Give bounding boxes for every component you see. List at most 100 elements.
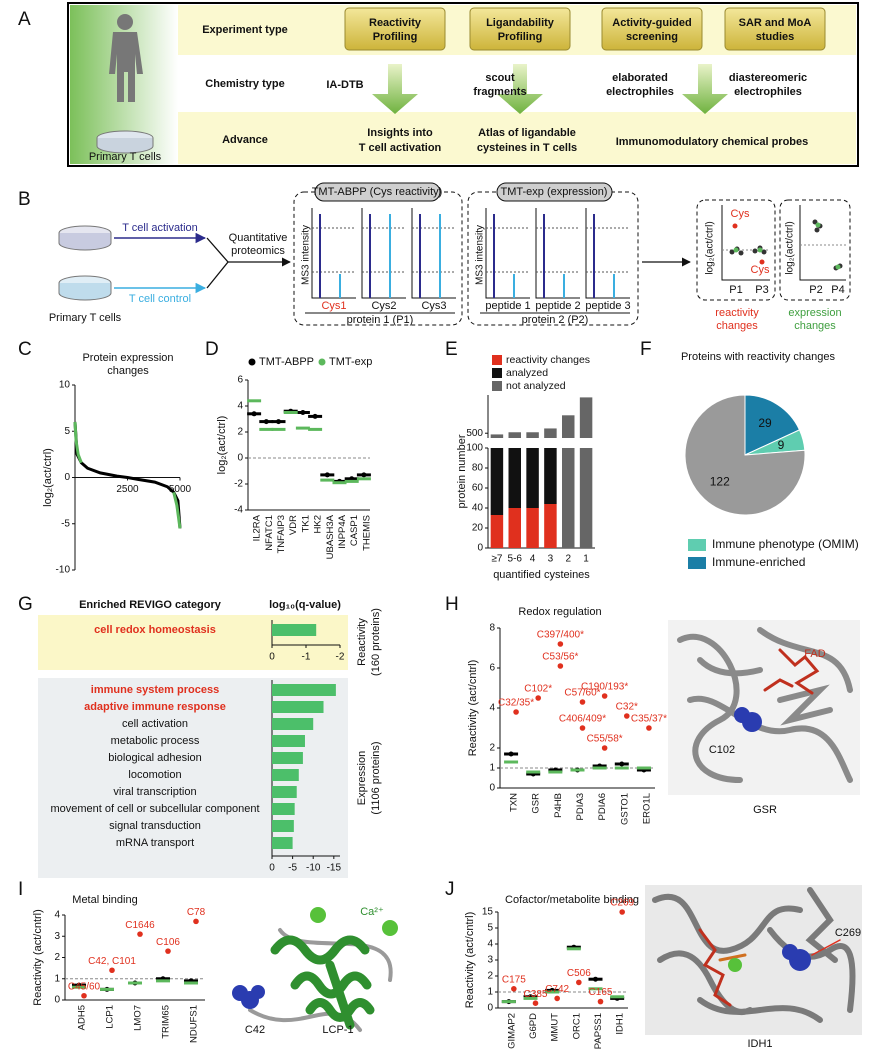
highlight-point [554,995,560,1002]
group-label: Reactivity [356,618,368,666]
spectrum-frame [411,208,456,299]
bar [272,684,336,696]
legend-swatch [688,539,706,551]
y-tick-label: 6 [489,663,495,674]
highlight-label: C397/400* [537,630,584,641]
x-tick-label: PDIA3 [575,793,586,820]
highlight-label: C190/193* [581,682,628,693]
x-tick-label: GIMAP2 [506,1013,517,1049]
mean-dot [263,419,269,425]
peak-label: Cys2 [371,300,396,312]
bar-segment [562,448,575,548]
experiment-label: Ligandability [486,17,555,29]
highlight-label: C102* [524,684,552,695]
peak-label: Cys3 [421,300,446,312]
highlight-point [193,918,199,925]
y-tick-label: -4 [234,505,243,516]
highlight-label: C106 [156,937,180,948]
y-tick-label: 5 [64,426,70,437]
y-tick-label: 2 [54,952,60,963]
mean-dot [276,419,281,425]
category-label: locomotion [128,769,181,781]
chemistry-label: IA-DTB [326,79,363,91]
x-tick-label: LMO7 [133,1005,144,1031]
cells-label: Primary T cells [49,312,122,324]
cells-label: Primary T cells [89,151,162,163]
x-tick-label: NFATC1 [264,515,275,551]
y-tick-label: 2 [237,427,243,438]
bar-segment [544,504,557,548]
highlight-point [623,713,630,719]
highlight-label: C57/60* [564,688,600,699]
experiment-box [344,7,446,51]
highlight-label: C406/409* [559,714,606,725]
category-label: cell activation [122,718,188,730]
y-tick-label: 0 [237,453,243,464]
y-tick-label: 0 [64,472,70,483]
x-tick-label: -10 [306,863,321,874]
x-tick-label: PDIA6 [597,793,608,820]
experiment-label: studies [756,31,795,43]
highlight-label: C32/35* [498,698,534,709]
legend-label: reactivity changes [506,354,590,366]
spectrum-frame [361,208,406,299]
panel-label: B [18,189,31,210]
x-tick-label: -15 [327,863,342,874]
protein-label: protein 2 (P2) [522,314,589,326]
highlight-label: C55/58* [587,734,623,745]
panel-label: H [445,594,459,615]
structure-label: Ca²⁺ [360,906,384,918]
column-header: Enriched REVIGO category [79,599,222,611]
highlight-point [165,948,171,954]
y-tick-label: 2 [489,743,495,754]
advance-label: Immunomodulatory chemical probes [616,136,809,148]
structure-label: C42 [245,1024,265,1036]
category-label: adaptive immune response [84,701,226,713]
chart-title: changes [107,365,149,377]
cys-label: Cys [731,208,750,220]
row-label: Advance [222,134,268,146]
panel-label: C [18,339,32,360]
mean-dot [324,472,330,478]
bar-segment [508,508,521,548]
category-label: biological adhesion [108,752,202,764]
protein-tick: P3 [755,284,768,296]
bar [272,735,305,747]
reactivity-changes: reactivity [715,307,759,319]
y-tick-label: 0 [477,543,483,554]
spectrum-frame [535,208,580,299]
highlight-point [601,693,608,699]
legend-label: analyzed [506,367,548,379]
pie-slice [684,394,806,516]
chemistry-label: electrophiles [734,86,802,98]
chart-title: Proteins with reactivity changes [681,351,836,363]
spectrum-frame [311,208,356,299]
y-tick-label: 100 [466,443,483,454]
highlight-point [532,1000,539,1006]
y-tick-label: 4 [489,703,495,714]
x-tick-label: VDR [288,515,299,535]
row-label: Experiment type [202,24,288,36]
y-tick-label: 8 [489,623,495,634]
highlight-label: C506 [567,968,591,979]
advance-label: cysteines in T cells [477,142,577,154]
protein-tick: P1 [729,284,742,296]
highlight-point [601,745,608,751]
x-tick-label: INPP4A [337,514,348,548]
chart-title: Cofactor/metabolite binding [505,894,639,906]
y-tick-label: 10 [59,380,71,391]
legend-swatch [492,355,502,365]
y-tick-label: 500 [466,428,483,439]
bar-segment [490,448,504,515]
x-tick-label: ADH5 [77,1005,88,1030]
y-tick-label: 4 [237,401,243,412]
x-tick-label: 4 [530,554,536,565]
proteomics-label: proteomics [231,245,285,257]
highlight-label: C1646 [125,920,155,931]
group-label: (160 proteins) [370,608,382,676]
structure-lcp1 [232,907,398,1032]
experiment-label: screening [626,31,678,43]
highlight-label: C32* [616,702,638,713]
panel-label: I [18,879,23,900]
data-line [73,421,182,529]
